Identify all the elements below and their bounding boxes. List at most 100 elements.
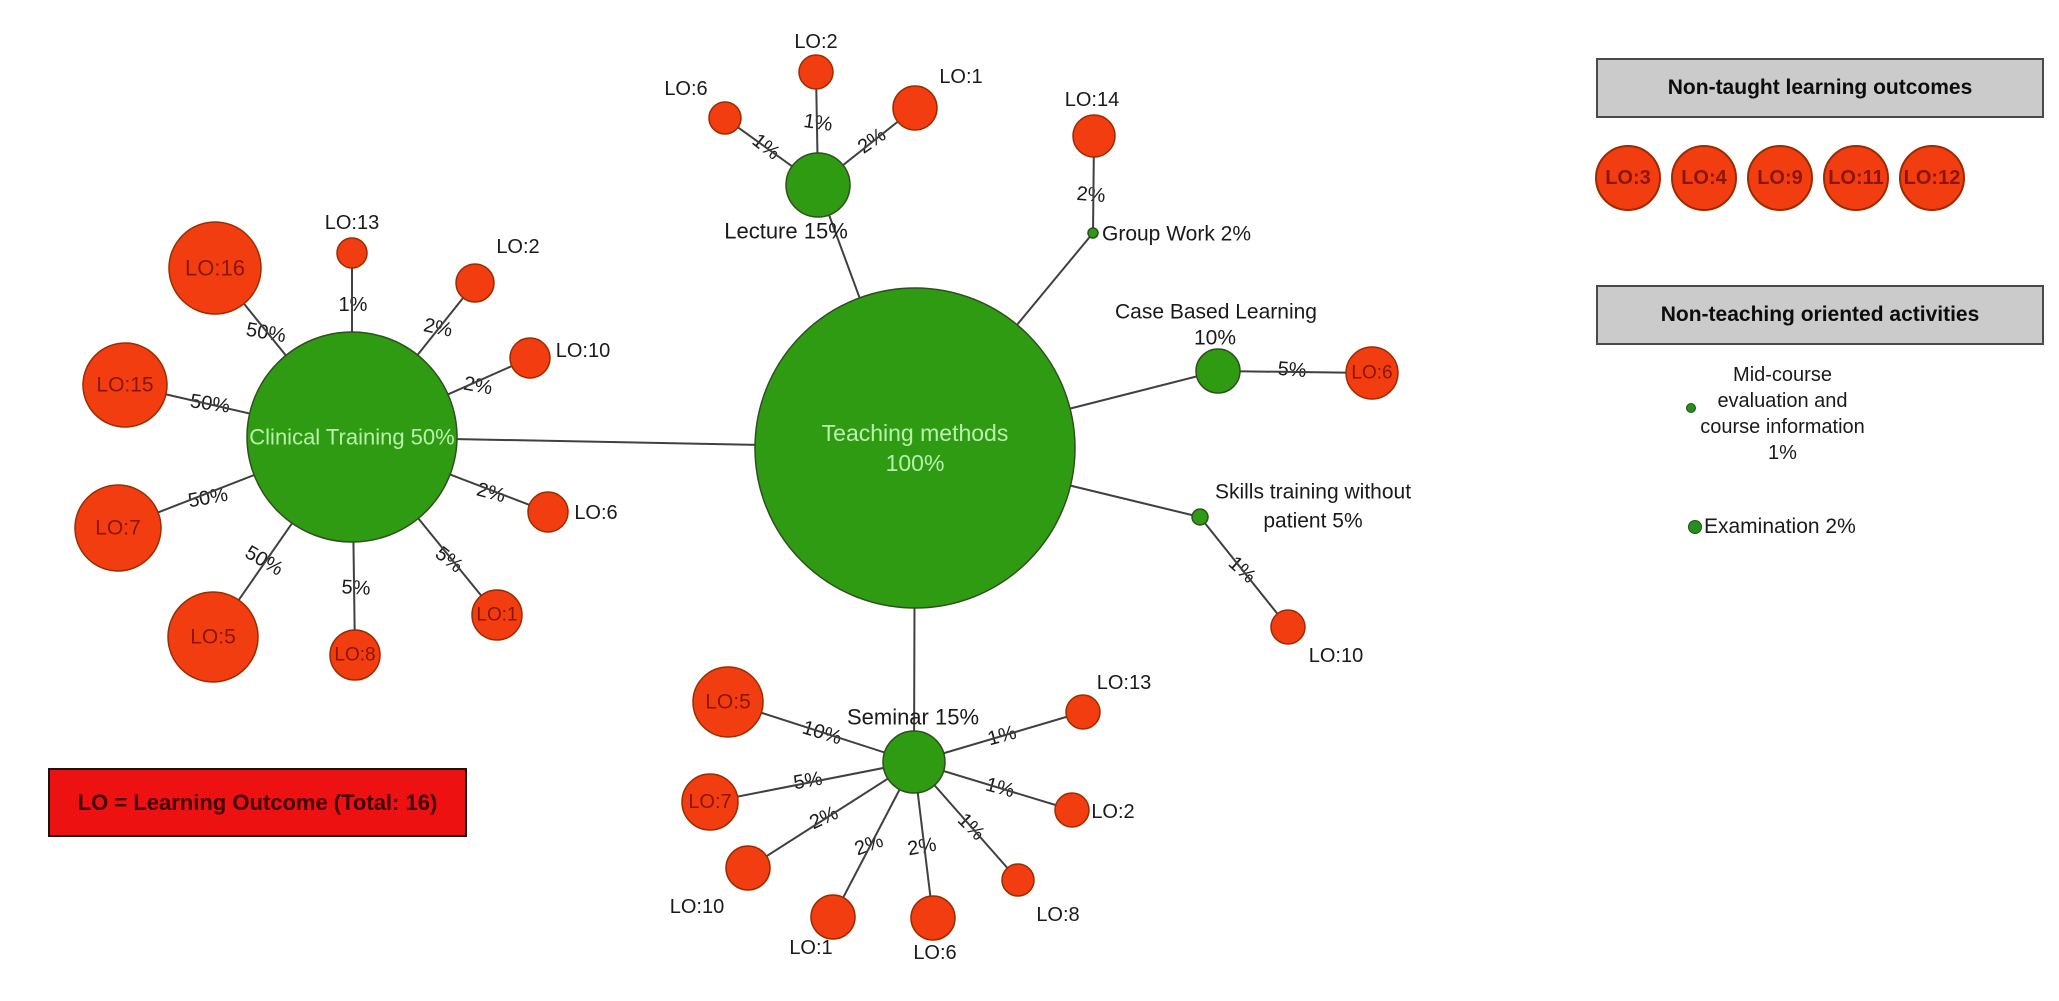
node-label-teaching: 100% — [886, 450, 945, 476]
node-label-cl-lo8: LO:8 — [334, 645, 375, 666]
lo-legend-box: LO = Learning Outcome (Total: 16) — [48, 768, 467, 837]
node-case — [1195, 348, 1241, 394]
node-gw-lo14 — [1072, 114, 1116, 158]
node-label-sem-lo7: LO:7 — [688, 791, 731, 813]
edge-seminar-sem-lo7 — [709, 761, 915, 803]
node-label-cl-lo1: LO:1 — [476, 605, 517, 626]
node-label-cl-lo15: LO:15 — [96, 374, 153, 397]
node-case-lo6 — [1345, 346, 1399, 400]
node-label-case-lo6: LO:6 — [1351, 363, 1392, 384]
midcourse-line: 1% — [1768, 442, 1797, 464]
node-lec-lo6 — [708, 101, 742, 135]
node-groupwork — [1087, 227, 1099, 239]
diagram-label: LO:13 — [325, 212, 379, 234]
examination-dot — [1688, 520, 1702, 534]
diagram-label: 10% — [1194, 327, 1236, 350]
edge-label-seminar-sem-lo1: 2% — [852, 830, 887, 861]
non-taught-items: LO:3 LO:4 LO:9 LO:11 LO:12 — [1595, 145, 1965, 211]
edge-label-case-case-lo6: 5% — [1277, 358, 1308, 382]
edge-label-clinical-cl-lo13: 1% — [339, 294, 368, 316]
non-taught-lo-circle: LO:11 — [1823, 145, 1889, 211]
node-sem-lo7 — [681, 773, 739, 831]
node-lec-lo2 — [798, 54, 834, 90]
diagram-label: LO:13 — [1097, 672, 1151, 694]
midcourse-label: Mid-course evaluation and course informati… — [1690, 362, 1875, 466]
node-cl-lo1 — [471, 589, 523, 641]
node-label-teaching: Teaching methods — [822, 420, 1009, 446]
node-clinical — [246, 331, 458, 543]
node-cl-lo10 — [509, 337, 551, 379]
non-taught-lo-circle: LO:4 — [1671, 145, 1737, 211]
node-cl-lo6 — [527, 491, 569, 533]
node-sem-lo8 — [1001, 863, 1035, 897]
node-sem-lo6 — [910, 895, 956, 941]
non-teaching-panel-header: Non-teaching oriented activities — [1596, 285, 2044, 345]
non-taught-lo-circle: LO:9 — [1747, 145, 1813, 211]
node-lec-lo1 — [892, 85, 938, 131]
diagram-label: LO:10 — [670, 896, 724, 918]
diagram-label: Lecture 15% — [724, 219, 848, 244]
diagram-label: LO:2 — [1091, 801, 1134, 823]
edge-label-clinical-cl-lo16: 50% — [244, 319, 287, 348]
non-taught-lo-circle: LO:3 — [1595, 145, 1661, 211]
diagram-label: patient 5% — [1263, 510, 1362, 533]
diagram-label: LO:1 — [939, 66, 982, 88]
non-taught-lo-circle: LO:12 — [1899, 145, 1965, 211]
node-cl-lo7 — [74, 484, 162, 572]
node-cl-lo8 — [329, 629, 381, 681]
node-skills — [1191, 508, 1209, 526]
node-sem-lo1 — [810, 894, 856, 940]
diagram-label: LO:6 — [664, 78, 707, 100]
midcourse-dot — [1686, 403, 1696, 413]
node-cl-lo16 — [168, 221, 262, 315]
edge-label-clinical-cl-lo6: 2% — [474, 479, 508, 508]
diagram-label: LO:6 — [574, 502, 617, 524]
midcourse-line: Mid-course — [1733, 364, 1832, 386]
diagram-label: LO:8 — [1036, 904, 1079, 926]
non-taught-panel-header: Non-taught learning outcomes — [1596, 58, 2044, 118]
node-label-cl-lo7: LO:7 — [95, 517, 141, 540]
diagram-label: Group Work 2% — [1102, 223, 1251, 246]
non-teaching-panel-title: Non-teaching oriented activities — [1660, 303, 1980, 326]
diagram-label: LO:2 — [496, 236, 539, 258]
edge-label-lecture-lec-lo2: 1% — [802, 110, 834, 136]
node-label-cl-lo5: LO:5 — [190, 626, 236, 649]
node-cl-lo13 — [336, 237, 368, 269]
edge-label-clinical-cl-lo5: 50% — [241, 541, 287, 580]
node-cl-lo15 — [82, 342, 168, 428]
examination-label: Examination 2% — [1704, 515, 1856, 538]
diagram-label: LO:10 — [1309, 645, 1363, 667]
node-sem-lo2 — [1054, 792, 1090, 828]
midcourse-line: course information — [1700, 416, 1865, 438]
node-label-cl-lo16: LO:16 — [185, 256, 245, 281]
diagram-label: LO:6 — [913, 942, 956, 964]
diagram-label: LO:2 — [794, 31, 837, 53]
examination-item: Examination 2% — [1688, 515, 1856, 539]
node-sem-lo13 — [1065, 694, 1101, 730]
node-seminar — [882, 730, 946, 794]
node-teaching — [754, 287, 1076, 609]
diagram-label: Case Based Learning — [1115, 301, 1317, 324]
edge-label-clinical-cl-lo8: 5% — [341, 576, 371, 599]
diagram-label: LO:1 — [789, 937, 832, 959]
edge-seminar-sem-lo10 — [747, 761, 915, 869]
diagram-label: LO:10 — [556, 340, 610, 362]
edge-label-seminar-sem-lo10: 2% — [806, 802, 842, 834]
lo-legend-text: LO = Learning Outcome (Total: 16) — [77, 789, 438, 815]
edge-label-seminar-sem-lo6: 2% — [906, 834, 939, 861]
node-cl-lo2 — [455, 263, 495, 303]
edge-skills-sk-lo10 — [1199, 516, 1289, 628]
node-sem-lo5 — [692, 666, 764, 738]
node-label-sem-lo5: LO:5 — [705, 691, 751, 714]
diagram-label: Seminar 15% — [847, 705, 979, 730]
edge-label-groupwork-gw-lo14: 2% — [1076, 183, 1107, 207]
node-cl-lo5 — [167, 591, 259, 683]
non-taught-panel-title: Non-taught learning outcomes — [1667, 76, 1973, 99]
diagram-label: Skills training without — [1215, 481, 1411, 504]
node-lecture — [785, 152, 851, 218]
diagram-label: LO:14 — [1065, 89, 1119, 111]
node-sk-lo10 — [1270, 609, 1306, 645]
node-label-clinical: Clinical Training 50% — [249, 425, 454, 450]
